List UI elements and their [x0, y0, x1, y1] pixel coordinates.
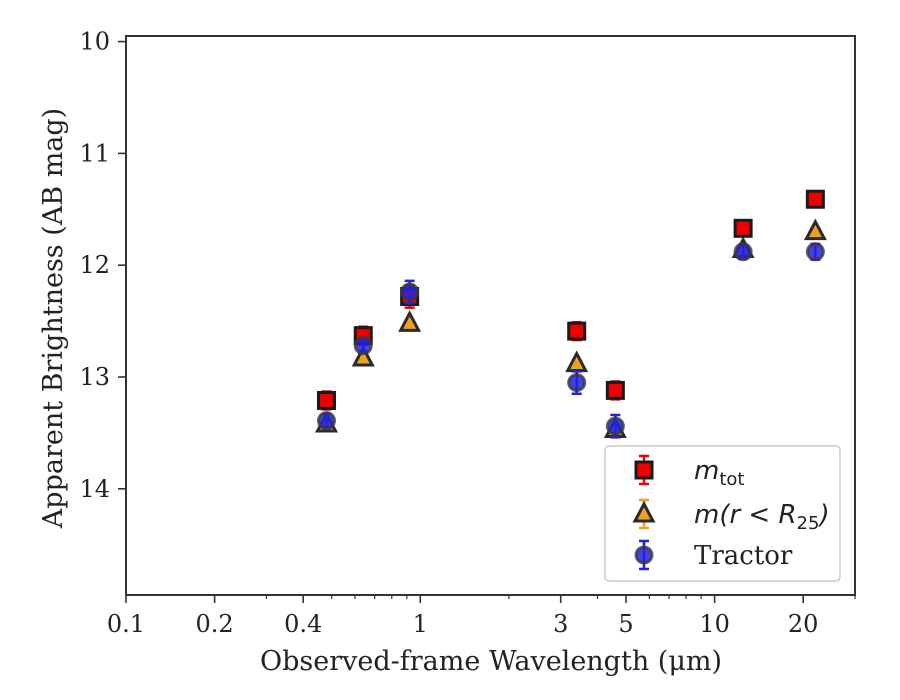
legend-box: [604, 445, 841, 582]
x-tick-label: 5: [618, 610, 633, 638]
x-tick-label: 0.2: [196, 610, 234, 638]
legend-marker: [634, 460, 654, 480]
data-point: [351, 344, 375, 367]
x-axis-title: Observed-frame Wavelength (μm): [260, 646, 722, 677]
data-point: [316, 411, 336, 431]
legend-marker: [632, 500, 656, 523]
x-tick-label: 0.1: [107, 610, 145, 638]
data-point: [398, 310, 422, 332]
y-axis-title: Apparent Brightness (AB mag): [38, 108, 69, 529]
x-tick-label: 1: [413, 610, 428, 638]
legend-label: m(r < R25): [694, 500, 830, 534]
plot-frame: [125, 35, 856, 596]
data-point: [805, 242, 825, 262]
legend-label: Tractor: [694, 541, 793, 571]
legend-marker: [634, 545, 654, 565]
data-point: [805, 189, 825, 209]
legend: mtot m(r < R25) Tractor: [604, 445, 841, 582]
legend-label: mtot: [694, 456, 744, 490]
plot-border: [125, 35, 856, 596]
x-tick-label: 0.4: [284, 610, 322, 638]
y-tick-label: 14: [79, 475, 110, 503]
data-marks: [314, 189, 827, 439]
x-tick-label: 3: [553, 610, 568, 638]
data-point: [803, 218, 827, 241]
data-point: [316, 390, 336, 410]
data-point: [605, 416, 625, 436]
data-point: [400, 282, 420, 302]
data-point: [733, 242, 753, 262]
data-point: [565, 350, 589, 373]
y-tick-label: 12: [79, 251, 110, 279]
y-tick-label: 11: [79, 139, 110, 167]
y-tick-label: 13: [79, 363, 110, 391]
series-circle: [316, 242, 825, 439]
data-point: [567, 321, 587, 341]
x-tick-label: 10: [699, 610, 730, 638]
data-point: [567, 373, 587, 393]
data-point: [605, 380, 625, 400]
data-point: [353, 336, 373, 356]
y-tick-label: 10: [79, 28, 110, 56]
x-tick-label: 20: [788, 610, 819, 638]
data-point: [733, 218, 753, 238]
